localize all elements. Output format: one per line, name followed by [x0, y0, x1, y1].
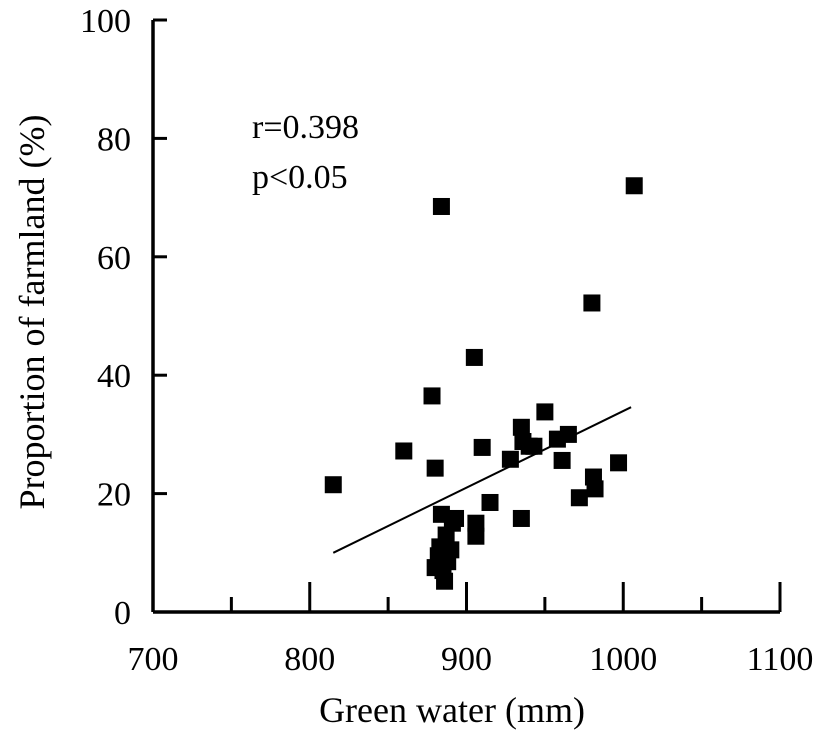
y-tick-label: 100 — [80, 3, 131, 40]
axes — [151, 20, 780, 614]
data-point — [442, 541, 460, 559]
data-point — [625, 177, 643, 195]
trendline-group — [332, 406, 632, 554]
data-point — [525, 437, 543, 455]
data-point — [395, 442, 413, 460]
tick-labels: 0 20 40 60 80 100 700 800 900 1000 1100 — [80, 3, 813, 678]
data-point — [465, 348, 483, 366]
y-axis-title: Proportion of farmland (%) — [12, 115, 52, 510]
y-tick-label: 60 — [97, 240, 131, 277]
trendline — [332, 406, 632, 554]
data-point — [512, 418, 530, 436]
data-point — [467, 527, 485, 545]
data-points — [324, 177, 643, 590]
data-point — [586, 480, 604, 498]
x-tick-label: 700 — [128, 641, 179, 678]
x-axis-title: Green water (mm) — [319, 690, 585, 730]
data-point — [583, 294, 601, 312]
data-point — [481, 493, 499, 511]
data-point — [467, 514, 485, 532]
x-tick-label: 900 — [441, 641, 492, 678]
x-tick-label: 800 — [284, 641, 335, 678]
annotation-p: p<0.05 — [252, 159, 348, 196]
x-tick-label: 1100 — [747, 641, 814, 678]
data-point — [553, 451, 571, 469]
data-point — [610, 454, 628, 472]
y-tick-label: 20 — [97, 477, 131, 514]
data-point — [512, 509, 530, 527]
data-point — [426, 459, 444, 477]
data-point — [324, 476, 342, 494]
data-point — [559, 425, 577, 443]
data-point — [447, 509, 465, 527]
data-point — [432, 197, 450, 215]
y-tick-label: 80 — [97, 121, 131, 158]
axis-ticks — [151, 18, 782, 614]
data-point — [436, 572, 454, 590]
data-point — [536, 403, 554, 421]
x-tick-label: 1000 — [589, 641, 657, 678]
y-tick-label: 0 — [114, 595, 131, 632]
data-point — [423, 387, 441, 405]
data-point — [570, 489, 588, 507]
y-tick-label: 40 — [97, 358, 131, 395]
annotation-r: r=0.398 — [252, 109, 359, 146]
data-point — [473, 438, 491, 456]
data-point — [501, 450, 519, 468]
